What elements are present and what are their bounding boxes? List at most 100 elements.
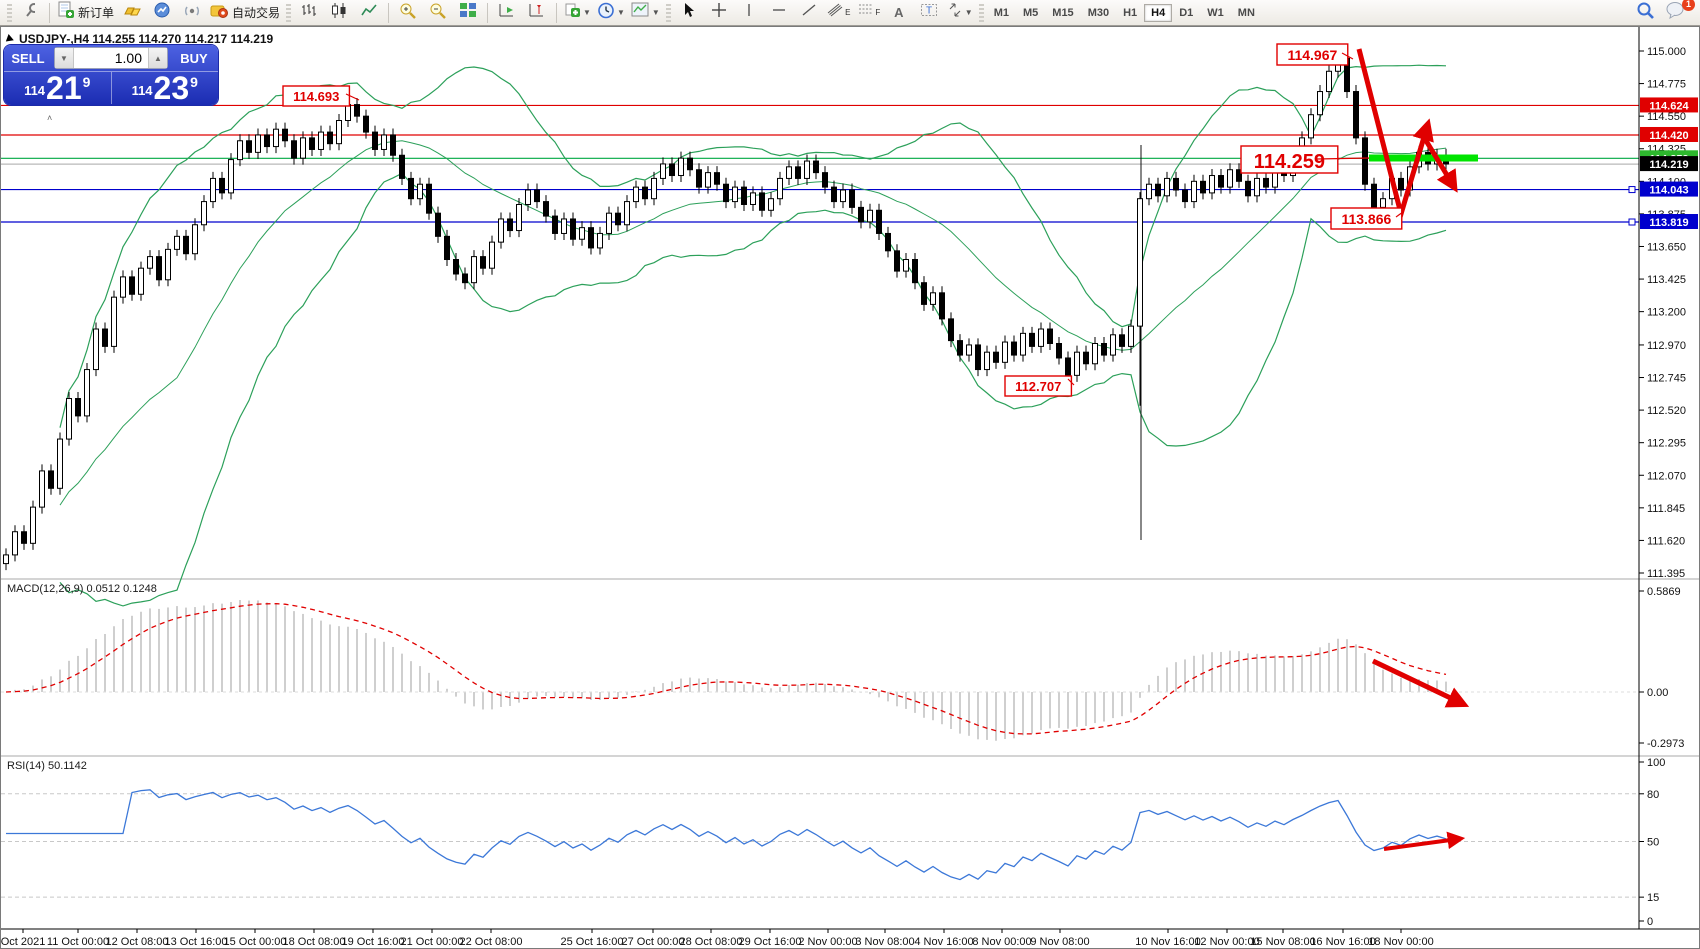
autotrade-label: 自动交易 xyxy=(232,6,281,20)
rsi-tick: 0 xyxy=(1647,916,1653,928)
signals-button[interactable] xyxy=(177,1,207,25)
sell-price[interactable]: 114 21 9 xyxy=(4,72,112,104)
toolbar-grip[interactable] xyxy=(286,3,292,22)
separator xyxy=(49,2,50,23)
buy-button[interactable]: BUY xyxy=(180,50,208,66)
sell-price-point: 9 xyxy=(82,74,91,90)
clipped-icon[interactable] xyxy=(15,1,45,25)
line-chart-button[interactable] xyxy=(354,1,384,25)
price-tick: 112.070 xyxy=(1647,470,1686,482)
text-a-icon: A xyxy=(894,5,904,20)
volume-decrease-button[interactable]: ▼ xyxy=(55,48,74,68)
auto-scroll-button[interactable] xyxy=(492,1,522,25)
notifications-button[interactable]: 1 xyxy=(1660,0,1695,25)
indicators-button[interactable]: ▼ xyxy=(561,1,594,25)
autotrade-button[interactable]: 自动交易 xyxy=(207,1,283,25)
separator xyxy=(487,2,489,23)
macd-arrow xyxy=(1371,658,1470,708)
new-order-button[interactable]: 新订单 xyxy=(54,1,117,25)
vline-tool[interactable] xyxy=(734,1,764,25)
time-tick: 11 Oct 00:00 xyxy=(47,936,109,948)
arrows-tool[interactable]: ▼ xyxy=(944,1,976,25)
rsi-tick: 100 xyxy=(1647,757,1665,769)
main-toolbar: 新订单 自动交易 xyxy=(0,0,1700,26)
fibonacci-tool[interactable]: F xyxy=(854,1,884,25)
market-button[interactable] xyxy=(147,1,177,25)
tab-timeframe-h1[interactable]: H1 xyxy=(1123,6,1138,19)
market-watch-icon xyxy=(153,2,171,24)
separator xyxy=(556,2,558,23)
macd-tick: -0.2973 xyxy=(1647,738,1684,750)
tab-timeframe-m15[interactable]: M15 xyxy=(1052,6,1074,19)
panel-collapse-caret[interactable]: ˄ xyxy=(47,113,53,123)
crosshair-tool[interactable] xyxy=(704,1,734,25)
cursor-tool[interactable] xyxy=(674,1,704,25)
price-tick: 112.970 xyxy=(1647,340,1686,352)
new-order-label: 新订单 xyxy=(78,6,115,20)
zigzag-arrow xyxy=(1422,137,1458,193)
svg-text:114.624: 114.624 xyxy=(1649,100,1689,112)
periods-button[interactable]: ▼ xyxy=(594,1,628,25)
text-tool[interactable]: A xyxy=(884,1,914,25)
price-label-text: 113.866 xyxy=(1341,211,1391,227)
chart-shift-button[interactable] xyxy=(522,1,552,25)
bar-chart-button[interactable] xyxy=(294,1,324,25)
tab-timeframe-m30[interactable]: M30 xyxy=(1087,6,1110,19)
hline-tool[interactable] xyxy=(764,1,794,25)
fib-f-label: F xyxy=(875,8,881,17)
price-tick: 112.295 xyxy=(1647,438,1686,450)
time-tick: 28 Oct 08:00 xyxy=(680,936,743,948)
equidistant-channel-icon xyxy=(827,2,845,23)
tab-timeframe-m1[interactable]: M1 xyxy=(993,6,1009,19)
trade-panel-prices: 114 21 9 114 23 9 xyxy=(4,71,218,104)
search-button[interactable] xyxy=(1630,1,1660,25)
toolbar-grip[interactable] xyxy=(665,3,671,22)
sell-button[interactable]: SELL xyxy=(11,50,45,66)
buy-price[interactable]: 114 23 9 xyxy=(112,72,219,104)
trendline-icon xyxy=(801,2,817,23)
time-tick: 10 Nov 16:00 xyxy=(1135,936,1200,948)
svg-text:114.043: 114.043 xyxy=(1649,185,1688,197)
templates-button[interactable]: ▼ xyxy=(628,1,663,25)
chart-type-group xyxy=(294,1,384,25)
time-tick: 2 Nov 00:00 xyxy=(798,936,857,948)
tab-timeframe-h4[interactable]: H4 xyxy=(1144,3,1173,22)
volume-value[interactable]: 1.00 xyxy=(114,50,142,66)
channel-tool[interactable]: E xyxy=(824,1,854,25)
time-tick: 21 Oct 00:00 xyxy=(401,936,464,948)
dropdown-arrow-icon: ▼ xyxy=(964,8,973,17)
price-tick: 114.775 xyxy=(1647,79,1686,91)
chart-canvas[interactable]: 114.693 114.967 114.259 113.866 112.707 115.0… xyxy=(1,27,1699,948)
highlight-bar xyxy=(1369,154,1478,162)
fibonacci-icon xyxy=(857,2,875,23)
label-tool[interactable]: T xyxy=(914,1,944,25)
search-icon xyxy=(1636,1,1655,25)
time-tick: 18 Oct 08:00 xyxy=(283,936,346,948)
gold-ingot-icon xyxy=(122,2,142,23)
time-tick: 15 Nov 08:00 xyxy=(1250,936,1315,948)
tile-windows-icon xyxy=(459,2,477,23)
gold-button[interactable] xyxy=(117,1,147,25)
rsi-panel xyxy=(1,789,1639,898)
zoom-out-button[interactable] xyxy=(423,1,453,25)
timeframe-group: M1 M5 M15 M30 H1 H4 D1 W1 MN xyxy=(987,1,1262,25)
rsi-line xyxy=(6,789,1447,881)
time-tick: 15 Oct 00:00 xyxy=(224,936,287,948)
toolbar-grip[interactable] xyxy=(7,3,12,22)
trendline-tool[interactable] xyxy=(794,1,824,25)
separator xyxy=(388,2,390,23)
time-tick: 22 Oct 08:00 xyxy=(460,936,523,948)
tab-timeframe-mn[interactable]: MN xyxy=(1237,6,1255,19)
toolbar-grip[interactable] xyxy=(978,3,984,22)
tile-windows-button[interactable] xyxy=(453,1,483,25)
draw-tools-group: E F A T ▼ xyxy=(674,1,976,25)
price-badge xyxy=(1640,97,1698,113)
candlestick-button[interactable] xyxy=(324,1,354,25)
tab-timeframe-m5[interactable]: M5 xyxy=(1023,6,1039,19)
zoom-in-button[interactable] xyxy=(393,1,423,25)
tab-timeframe-d1[interactable]: D1 xyxy=(1179,6,1194,19)
add-indicator-icon xyxy=(564,2,581,23)
volume-increase-button[interactable]: ▲ xyxy=(148,48,167,68)
tab-timeframe-w1[interactable]: W1 xyxy=(1207,6,1224,19)
